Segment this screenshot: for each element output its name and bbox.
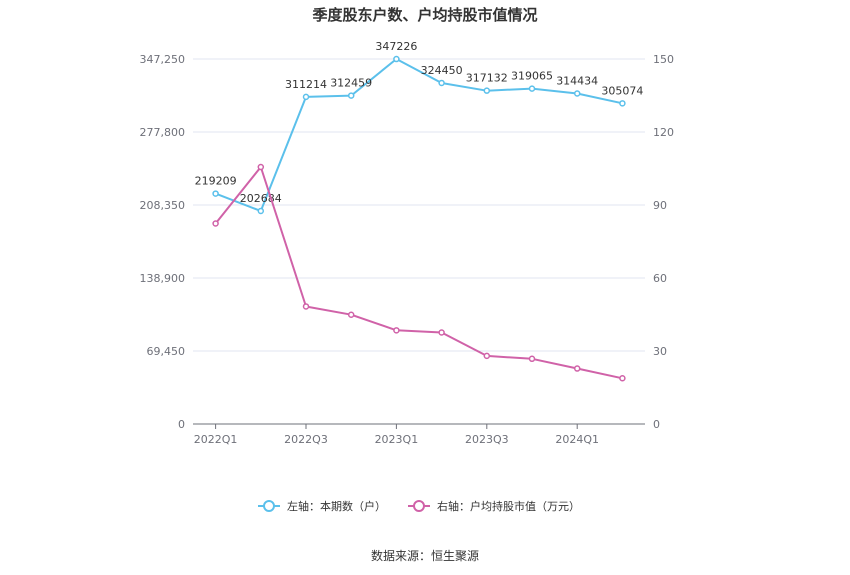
left-axis-tick: 277,800 xyxy=(140,126,186,139)
data-label: 202684 xyxy=(240,192,282,205)
right-axis-tick: 90 xyxy=(653,199,667,212)
right-axis-tick: 0 xyxy=(653,418,660,431)
data-point xyxy=(483,87,491,94)
data-point xyxy=(438,329,445,336)
data-point xyxy=(212,190,219,197)
series-line xyxy=(214,166,623,380)
data-point xyxy=(393,327,400,334)
data-point xyxy=(302,303,310,310)
axes: 0 0 69,450 30 138,900 60 208,350 90 277,800 120 34… xyxy=(140,53,675,446)
data-point xyxy=(573,90,581,97)
x-axis-tick-label: 2024Q1 xyxy=(555,433,599,446)
data-point xyxy=(528,85,536,92)
left-axis-tick: 347,250 xyxy=(140,53,186,66)
x-axis-tick-label: 2022Q3 xyxy=(284,433,328,446)
data-point xyxy=(619,375,626,382)
left-axis-tick: 208,350 xyxy=(140,199,186,212)
right-axis-tick: 30 xyxy=(653,345,667,358)
data-point xyxy=(438,79,445,87)
right-axis-tick: 150 xyxy=(653,53,674,66)
data-point xyxy=(619,100,626,107)
data-label: 219209 xyxy=(195,175,237,188)
x-axis-tick-label: 2023Q3 xyxy=(465,433,509,446)
chart-title: 季度股东户数、户均持股市值情况 xyxy=(312,6,537,24)
data-point xyxy=(573,365,581,372)
data-point xyxy=(393,55,400,63)
data-point xyxy=(347,311,355,318)
left-axis-tick: 0 xyxy=(178,418,185,431)
legend[interactable]: 左轴：本期数（户） 右轴：户均持股市值（万元） xyxy=(258,499,580,513)
right-axis-tick: 60 xyxy=(653,272,667,285)
data-label: 314434 xyxy=(556,74,598,87)
data-point xyxy=(483,352,491,360)
legend-marker[interactable] xyxy=(263,500,275,512)
left-axis-tick: 138,900 xyxy=(140,272,186,285)
data-point xyxy=(528,355,536,363)
data-label: 319065 xyxy=(511,70,553,83)
left-axis-tick: 69,450 xyxy=(147,345,186,358)
legend-label[interactable]: 左轴：本期数（户） xyxy=(287,499,386,513)
data-label: 311214 xyxy=(285,78,327,91)
x-axis-tick-label: 2023Q1 xyxy=(375,433,419,446)
data-point xyxy=(257,207,265,215)
legend-label[interactable]: 右轴：户均持股市值（万元） xyxy=(437,499,580,513)
right-axis-tick: 120 xyxy=(653,126,674,139)
data-label: 324450 xyxy=(421,64,463,77)
data-point xyxy=(257,163,265,171)
data-label: 317132 xyxy=(466,72,508,85)
legend-marker[interactable] xyxy=(413,500,425,512)
series-line xyxy=(215,58,623,212)
data-label: 305074 xyxy=(601,84,643,97)
data-source: 数据来源：恒生聚源 xyxy=(371,548,479,563)
grid xyxy=(193,58,645,352)
data-point xyxy=(212,220,219,227)
data-label: 312459 xyxy=(330,77,372,90)
data-point xyxy=(302,93,310,101)
data-point xyxy=(347,92,355,99)
x-axis-tick-label: 2022Q1 xyxy=(194,433,238,446)
data-label: 347226 xyxy=(375,40,417,53)
